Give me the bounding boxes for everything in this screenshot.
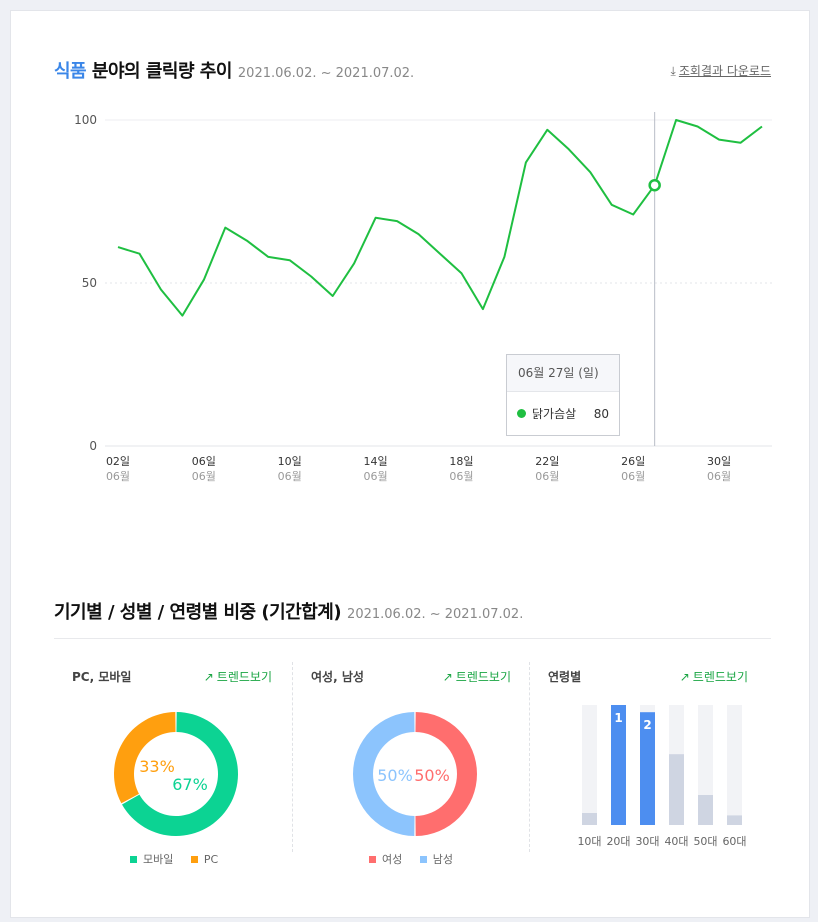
trend-icon: ↗: [679, 670, 690, 684]
legend-mobile-label: 모바일: [143, 853, 174, 866]
gender-panel: 여성, 남성 ↗ 트렌드보기 50% 50% 여성 남성: [292, 662, 531, 866]
section2-date-range: 2021.06.02. ~ 2021.07.02.: [347, 607, 524, 622]
device-panel: PC, 모바일 ↗ 트렌드보기 33% 67% 모바일 PC: [54, 662, 292, 866]
x-tick-month: 06월: [192, 470, 216, 483]
download-icon: ⤓: [670, 64, 676, 78]
age-bar-60대[interactable]: [727, 815, 742, 825]
female-slice: [415, 712, 477, 836]
legend-mobile: 모바일: [130, 853, 173, 866]
date-range: 2021.06.02. ~ 2021.07.02.: [237, 66, 415, 81]
series-line: [117, 119, 763, 317]
age-bar-40대[interactable]: [669, 754, 684, 825]
device-legend: 모바일 PC: [130, 851, 232, 867]
legend-female: 여성: [369, 853, 402, 866]
trend-label: 트렌드보기: [216, 670, 272, 684]
device-trend-button[interactable]: ↗ 트렌드보기: [204, 668, 272, 685]
age-rank-label: 2: [643, 718, 651, 732]
x-tick-day: 02일: [106, 454, 130, 468]
device-title: PC, 모바일: [72, 670, 132, 684]
age-bar-chart: 10대 1 20대 2 30대 40대 50대 60대: [577, 705, 747, 848]
age-group-label: 50대: [693, 835, 717, 848]
age-bar-10대[interactable]: [582, 813, 597, 825]
line-chart: 100 50 0 02일 06월 06일 06월 10일 06월 14일 06월 18일 06월 22일 0…: [74, 112, 772, 483]
x-tick-month: 06월: [621, 470, 645, 483]
gender-trend-button[interactable]: ↗ 트렌드보기: [443, 668, 511, 685]
x-tick-day: 26일: [621, 454, 645, 468]
section2-title-text: 기기별 / 성별 / 연령별 비중 (기간합계): [54, 602, 342, 623]
mobile-percent: 67%: [172, 775, 208, 794]
chart-title: 식품 분야의 클릭량 추이 2021.06.02. ~ 2021.07.02.: [54, 57, 414, 83]
age-trend-button[interactable]: ↗ 트렌드보기: [680, 668, 748, 685]
pc-percent: 33%: [139, 757, 175, 776]
age-group-label: 20대: [606, 835, 630, 848]
x-tick-day: 22일: [535, 454, 559, 468]
age-bar-20대[interactable]: [611, 705, 626, 825]
gender-legend: 여성 남성: [369, 851, 467, 867]
y-tick-label: 50: [82, 276, 97, 290]
age-bar-track: [727, 705, 742, 825]
section2-title: 기기별 / 성별 / 연령별 비중 (기간합계) 2021.06.02. ~ 20…: [54, 598, 523, 624]
legend-pc: PC: [190, 853, 219, 866]
tooltip-value: 80: [593, 407, 609, 421]
x-tick-month: 06월: [449, 470, 473, 483]
x-tick-day: 30일: [707, 454, 731, 468]
age-rank-label: 1: [614, 711, 622, 725]
x-tick-month: 06월: [535, 470, 559, 483]
x-tick-month: 06월: [106, 470, 130, 483]
x-tick-month: 06월: [364, 470, 388, 483]
trend-label: 트렌드보기: [455, 670, 511, 684]
category-name: 식품: [54, 61, 87, 82]
x-tick-day: 18일: [449, 454, 473, 468]
age-bar-track: [582, 705, 597, 825]
legend-female-label: 여성: [382, 853, 403, 866]
download-label: 조회결과 다운로드: [678, 64, 771, 78]
age-group-label: 60대: [722, 835, 746, 848]
y-tick-label: 100: [74, 113, 97, 127]
age-group-label: 30대: [635, 835, 659, 848]
y-tick-label: 0: [89, 439, 97, 453]
age-group-label: 10대: [577, 835, 601, 848]
x-tick-day: 10일: [278, 454, 302, 468]
x-tick-day: 06일: [192, 454, 216, 468]
tooltip-row: 닭가슴살 80: [507, 392, 619, 436]
male-swatch: [419, 855, 427, 863]
gender-title: 여성, 남성: [311, 670, 364, 684]
age-panel: 연령별 ↗ 트렌드보기 10대 1 20대 2 30대 40대 50대 60대: [529, 662, 768, 852]
age-bar-50대[interactable]: [698, 795, 713, 825]
device-donut: 33% 67%: [114, 712, 238, 836]
tooltip-series-name: 닭가슴살: [532, 407, 577, 421]
age-bar-30대[interactable]: [640, 712, 655, 825]
chart-title-text: 분야의 클릭량 추이: [86, 61, 233, 82]
x-tick-month: 06월: [707, 470, 731, 483]
download-button[interactable]: ⤓ 조회결과 다운로드: [671, 62, 771, 79]
pc-slice: [114, 712, 176, 804]
trend-icon: ↗: [442, 670, 453, 684]
divider: [54, 638, 771, 639]
legend-pc-label: PC: [203, 853, 219, 866]
age-group-label: 40대: [664, 835, 688, 848]
female-swatch: [369, 855, 376, 863]
series-dot: [517, 409, 526, 418]
trend-icon: ↗: [203, 670, 214, 684]
chart-tooltip: 06월 27일 (일) 닭가슴살 80: [506, 354, 620, 436]
x-tick-month: 06월: [278, 470, 302, 483]
legend-male-label: 남성: [432, 853, 453, 866]
tooltip-date: 06월 27일 (일): [507, 355, 619, 392]
highlight-point[interactable]: [648, 178, 661, 192]
mobile-slice: [122, 712, 238, 836]
trend-label: 트렌드보기: [692, 670, 748, 684]
age-title: 연령별: [548, 670, 582, 684]
legend-male: 남성: [419, 853, 453, 866]
x-tick-day: 14일: [364, 454, 388, 468]
male-slice: [353, 712, 415, 836]
female-percent: 50%: [414, 766, 450, 785]
pc-swatch: [190, 855, 198, 863]
male-percent: 50%: [377, 766, 413, 785]
mobile-swatch: [130, 855, 137, 863]
gender-donut: 50% 50%: [353, 712, 477, 836]
